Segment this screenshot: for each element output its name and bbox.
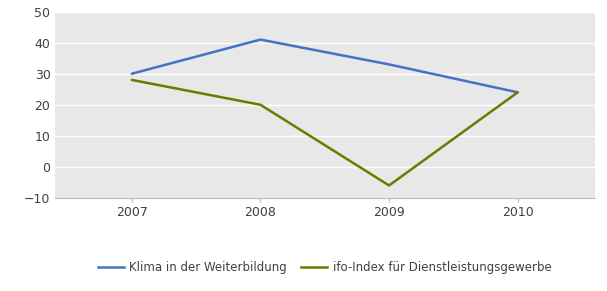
Klima in der Weiterbildung — [514, 91, 521, 94]
Klima in der Weiterbildung — [128, 72, 135, 75]
ifo-Index für Dienstleistungsgewerbe — [385, 184, 393, 187]
ifo-Index für Dienstleistungsgewerbe — [514, 91, 521, 94]
ifo-Index für Dienstleistungsgewerbe — [128, 78, 135, 82]
ifo-Index für Dienstleistungsgewerbe — [257, 103, 264, 107]
Klima in der Weiterbildung — [257, 38, 264, 41]
Line: Klima in der Weiterbildung: Klima in der Weiterbildung — [132, 40, 518, 92]
Klima in der Weiterbildung — [385, 63, 393, 66]
Line: ifo-Index für Dienstleistungsgewerbe: ifo-Index für Dienstleistungsgewerbe — [132, 80, 518, 185]
Legend: Klima in der Weiterbildung, ifo-Index für Dienstleistungsgewerbe: Klima in der Weiterbildung, ifo-Index fü… — [93, 256, 557, 278]
